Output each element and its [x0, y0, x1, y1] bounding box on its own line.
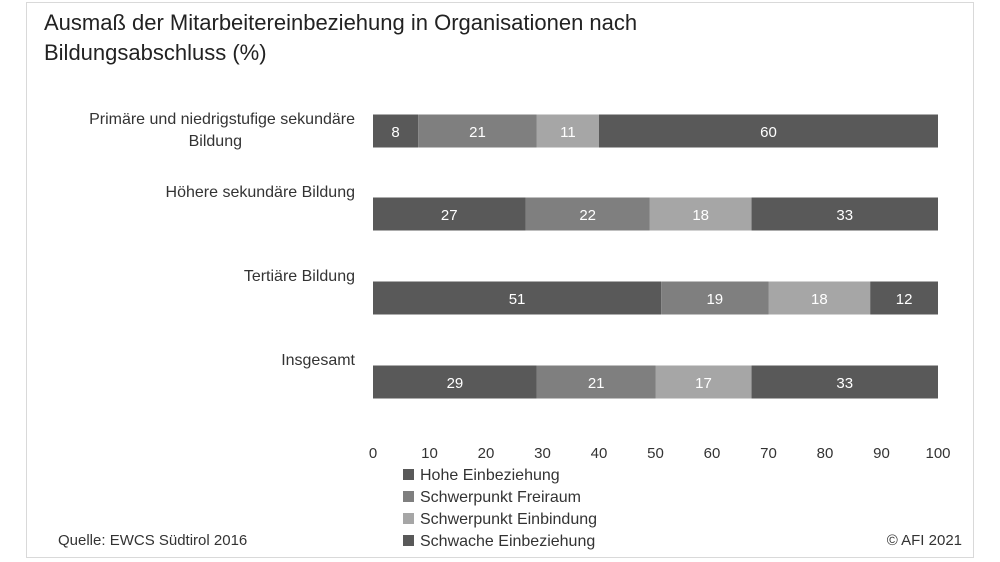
chart-frame — [26, 2, 974, 558]
x-tick-label-20: 20 — [478, 445, 495, 462]
bar-schwache-einbeziehung-2 — [870, 281, 938, 315]
source-note: Quelle: EWCS Südtirol 2016 — [58, 532, 248, 549]
data-label-hohe-einbeziehung-2: 51 — [509, 291, 526, 308]
legend-swatch-schwerpunkt-einbindung — [403, 513, 414, 524]
data-label-hohe-einbeziehung-1: 27 — [441, 207, 458, 224]
bar-schwerpunkt-einbindung-0 — [536, 114, 599, 148]
data-label-hohe-einbeziehung-0: 8 — [391, 124, 399, 141]
x-tick-label-90: 90 — [873, 445, 890, 462]
bar-schwache-einbeziehung-1 — [751, 197, 938, 231]
legend-label-hohe-einbeziehung: Hohe Einbeziehung — [420, 467, 560, 484]
legend-swatch-hohe-einbeziehung — [403, 469, 414, 480]
data-label-schwache-einbeziehung-2: 12 — [896, 291, 913, 308]
data-label-schwache-einbeziehung-3: 33 — [836, 375, 853, 392]
bar-schwerpunkt-freiraum-0 — [418, 114, 537, 148]
x-tick-label-80: 80 — [817, 445, 834, 462]
legend-label-schwerpunkt-einbindung: Schwerpunkt Einbindung — [420, 511, 597, 528]
category-label-1: Höhere sekundäre Bildung — [166, 184, 355, 201]
bar-schwerpunkt-freiraum-3 — [536, 365, 656, 399]
chart-title: Ausmaß der Mitarbeitereinbeziehung in Or… — [44, 10, 638, 65]
data-label-hohe-einbeziehung-3: 29 — [447, 375, 464, 392]
data-label-schwerpunkt-freiraum-1: 22 — [579, 207, 596, 224]
bar-hohe-einbeziehung-2 — [373, 281, 662, 315]
data-label-schwerpunkt-einbindung-2: 18 — [811, 291, 828, 308]
data-label-schwerpunkt-freiraum-3: 21 — [588, 375, 605, 392]
x-tick-label-0: 0 — [369, 445, 377, 462]
x-tick-label-50: 50 — [647, 445, 664, 462]
bar-schwache-einbeziehung-0 — [599, 114, 938, 148]
category-label-0: Primäre und niedrigstufige sekundäre Bild… — [89, 111, 355, 150]
x-tick-label-30: 30 — [534, 445, 551, 462]
x-tick-label-70: 70 — [760, 445, 777, 462]
bar-schwerpunkt-einbindung-2 — [768, 281, 871, 315]
bar-hohe-einbeziehung-1 — [373, 197, 526, 231]
data-label-schwerpunkt-freiraum-2: 19 — [706, 291, 723, 308]
data-label-schwerpunkt-freiraum-0: 21 — [469, 124, 486, 141]
legend-swatch-schwerpunkt-freiraum — [403, 491, 414, 502]
bar-hohe-einbeziehung-0 — [373, 114, 419, 148]
bar-hohe-einbeziehung-3 — [373, 365, 537, 399]
legend-label-schwerpunkt-freiraum: Schwerpunkt Freiraum — [420, 489, 581, 506]
category-label-2: Tertiäre Bildung — [244, 268, 355, 285]
data-label-schwerpunkt-einbindung-0: 11 — [560, 124, 576, 141]
legend-label-schwache-einbeziehung: Schwache Einbeziehung — [420, 533, 595, 550]
data-label-schwerpunkt-einbindung-3: 17 — [695, 375, 712, 392]
bar-schwache-einbeziehung-3 — [751, 365, 938, 399]
x-tick-label-100: 100 — [925, 445, 950, 462]
legend-swatch-schwache-einbeziehung — [403, 535, 414, 546]
copyright-note: © AFI 2021 — [886, 532, 962, 549]
bar-schwerpunkt-freiraum-2 — [661, 281, 769, 315]
category-label-3: Insgesamt — [281, 352, 355, 369]
x-tick-label-10: 10 — [421, 445, 438, 462]
bar-schwerpunkt-einbindung-1 — [649, 197, 752, 231]
data-label-schwache-einbeziehung-1: 33 — [836, 207, 853, 224]
data-label-schwerpunkt-einbindung-1: 18 — [692, 207, 709, 224]
bar-schwerpunkt-freiraum-1 — [525, 197, 650, 231]
x-tick-label-40: 40 — [591, 445, 608, 462]
bar-schwerpunkt-einbindung-3 — [655, 365, 752, 399]
x-tick-label-60: 60 — [704, 445, 721, 462]
data-label-schwache-einbeziehung-0: 60 — [760, 124, 777, 141]
